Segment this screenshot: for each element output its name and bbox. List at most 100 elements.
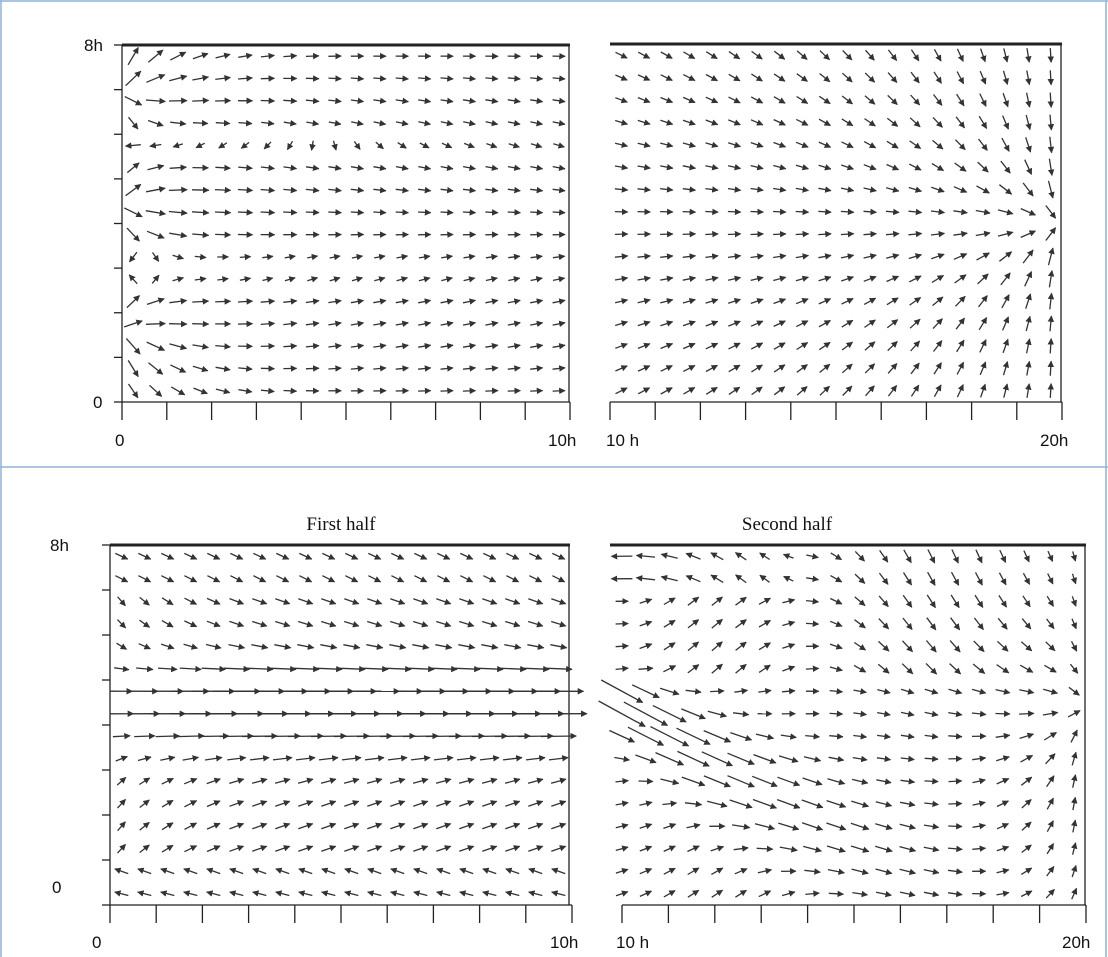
vector-arrow [973, 617, 984, 631]
vector-arrow [997, 209, 1014, 216]
vector-arrow [802, 777, 823, 786]
vector-arrow [660, 552, 678, 559]
vector-arrow [481, 643, 499, 650]
vector-arrow [550, 777, 567, 784]
vector-arrow [529, 552, 543, 560]
vector-arrow [276, 575, 290, 583]
vector-arrow [507, 97, 521, 105]
vector-arrow [337, 665, 366, 673]
vector-arrow [305, 186, 320, 194]
vector-arrow [395, 342, 409, 350]
vector-arrow [139, 619, 151, 628]
vector-arrow [758, 619, 771, 628]
vector-arrow [414, 552, 428, 560]
vector-arrow [840, 208, 855, 216]
vector-arrow [615, 642, 629, 650]
vector-arrow [485, 365, 499, 372]
vector-arrow [170, 120, 187, 127]
vector-arrow [1020, 641, 1033, 652]
vector-arrow [687, 596, 700, 606]
vector-arrow [953, 230, 968, 238]
vector-arrow [170, 364, 187, 373]
vector-arrow [128, 274, 138, 285]
vector-arrow [194, 253, 207, 261]
vector-arrow [773, 230, 787, 238]
vector-arrow [910, 94, 921, 106]
vector-arrow [530, 365, 544, 372]
vector-arrow [805, 890, 820, 897]
vector-arrow [842, 50, 853, 61]
vector-arrow [458, 777, 475, 784]
vector-arrow [1023, 550, 1030, 563]
vector-arrow [684, 800, 703, 808]
vector-arrow [615, 868, 629, 875]
vector-arrow [1002, 316, 1010, 331]
vector-arrow [373, 97, 387, 105]
vector-arrow [705, 96, 719, 104]
vector-arrow [548, 755, 569, 762]
vector-arrow [261, 119, 275, 127]
vector-arrow [485, 75, 499, 82]
vector-arrow [436, 598, 452, 605]
vector-arrow [924, 710, 939, 718]
x-right-label: 10h [548, 431, 576, 450]
vector-arrow [390, 867, 405, 875]
vector-arrow [329, 276, 341, 283]
vector-arrow [614, 253, 629, 260]
vector-arrow [374, 253, 386, 261]
vector-arrow [972, 800, 986, 807]
vector-arrow [711, 889, 724, 898]
vector-arrow [530, 186, 544, 194]
vector-arrow [750, 186, 764, 193]
vector-arrow [1002, 92, 1010, 108]
vector-arrow [482, 800, 498, 807]
vector-arrow [756, 845, 774, 853]
vector-arrow [728, 73, 741, 82]
vector-arrow [972, 755, 987, 762]
vector-arrow [705, 342, 719, 350]
vector-arrow [932, 139, 944, 150]
vector-arrow [948, 733, 963, 740]
vector-arrow [418, 75, 432, 82]
panel-bottom-left: First half 8h 0 0 10h [50, 514, 588, 952]
vector-arrow [863, 297, 877, 305]
vector-arrow [390, 845, 406, 852]
vector-arrow [207, 575, 221, 583]
vector-arrow [344, 822, 360, 830]
vector-arrow [552, 97, 566, 105]
vector-arrow [875, 845, 893, 853]
vector-arrow [117, 843, 126, 854]
vector-arrow [268, 665, 297, 673]
vector-arrow [345, 575, 359, 583]
vector-arrow [899, 823, 916, 830]
vector-arrow [863, 230, 877, 238]
vector-arrow [1046, 595, 1054, 607]
vector-arrow [252, 800, 268, 807]
vector-arrow [183, 890, 198, 897]
vector-arrow [615, 51, 628, 59]
vector-arrow [705, 386, 718, 395]
vector-arrow [321, 822, 337, 830]
vector-arrow [877, 688, 891, 695]
vector-arrow [804, 868, 821, 875]
vector-arrow [390, 822, 406, 830]
vector-arrow [507, 119, 521, 127]
vector-arrow [878, 618, 890, 630]
vector-arrow [367, 845, 383, 852]
vector-arrow [115, 575, 129, 583]
vector-arrow [373, 186, 387, 194]
vector-arrow [614, 298, 629, 305]
vector-arrow [900, 778, 916, 785]
vector-arrow [660, 574, 678, 582]
vector-arrow [796, 73, 808, 82]
vector-arrow [735, 641, 747, 651]
vector-arrow [727, 752, 755, 766]
vector-arrow [841, 297, 854, 305]
vector-arrow [485, 253, 498, 261]
vector-arrow [659, 687, 680, 696]
vector-arrow [853, 710, 868, 718]
vector-arrow [350, 209, 365, 216]
vector-arrow [160, 755, 176, 762]
vector-arrow [117, 798, 126, 809]
vector-arrow [485, 209, 499, 216]
